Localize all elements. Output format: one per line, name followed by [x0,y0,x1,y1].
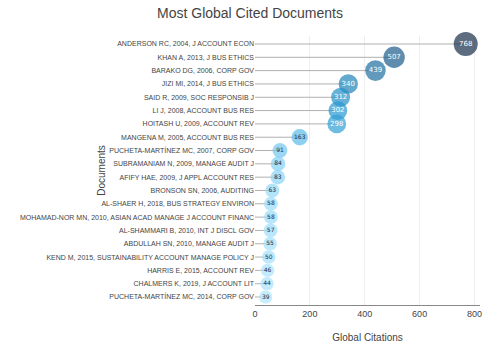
svg-text:63: 63 [268,186,276,193]
svg-text:AL-SHAMMARI B, 2010, INT J DIS: AL-SHAMMARI B, 2010, INT J DISCL GOV [119,227,254,234]
svg-text:91: 91 [276,146,284,153]
svg-text:58: 58 [267,199,275,206]
svg-text:600: 600 [412,309,427,319]
svg-text:44: 44 [263,279,271,286]
svg-text:439: 439 [369,66,382,74]
svg-text:58: 58 [267,213,275,220]
svg-text:AFIFY HAE, 2009, J APPL ACCOUN: AFIFY HAE, 2009, J APPL ACCOUNT RES [120,174,255,181]
svg-text:Most Global Cited Documents: Most Global Cited Documents [157,5,343,21]
svg-text:298: 298 [330,120,343,128]
svg-text:ANDERSON RC, 2004, J ACCOUNT E: ANDERSON RC, 2004, J ACCOUNT ECON [117,40,254,47]
svg-text:BARAKO DG, 2006, CORP GOV: BARAKO DG, 2006, CORP GOV [151,67,254,74]
svg-text:PUCHETA-MARTÍNEZ MC, 2007, COR: PUCHETA-MARTÍNEZ MC, 2007, CORP GOV [109,146,254,154]
svg-text:CHALMERS K, 2019, J ACCOUNT LI: CHALMERS K, 2019, J ACCOUNT LIT [134,280,255,287]
svg-text:83: 83 [274,173,282,180]
svg-text:AL-SHAER H, 2018, BUS STRATEGY: AL-SHAER H, 2018, BUS STRATEGY ENVIRON [101,200,254,207]
svg-text:HARRIS E, 2015, ACCOUNT REV: HARRIS E, 2015, ACCOUNT REV [147,267,254,274]
svg-text:57: 57 [267,226,275,233]
svg-text:Global Citations: Global Citations [332,332,403,343]
svg-text:39: 39 [262,293,270,300]
svg-text:55: 55 [266,239,274,246]
svg-text:BRONSON SN, 2006, AUDITING: BRONSON SN, 2006, AUDITING [151,187,254,194]
svg-text:340: 340 [342,80,355,88]
svg-text:312: 312 [334,93,347,101]
svg-text:PUCHETA-MARTÍNEZ MC, 2014, COR: PUCHETA-MARTÍNEZ MC, 2014, CORP GOV [109,292,254,300]
svg-text:MOHAMAD-NOR MN, 2010, ASIAN AC: MOHAMAD-NOR MN, 2010, ASIAN ACAD MANAGE … [20,214,254,221]
svg-text:163: 163 [294,133,306,140]
svg-text:LI J, 2008, ACCOUNT BUS RES: LI J, 2008, ACCOUNT BUS RES [153,107,255,114]
svg-text:ABDULLAH SN, 2010, MANAGE AUDI: ABDULLAH SN, 2010, MANAGE AUDIT J [124,240,254,247]
svg-text:SAID R, 2009, SOC RESPONSIB J: SAID R, 2009, SOC RESPONSIB J [144,94,254,101]
svg-text:507: 507 [387,53,400,61]
svg-text:KHAN A, 2013, J BUS ETHICS: KHAN A, 2013, J BUS ETHICS [158,54,255,61]
svg-text:JIZI MI, 2014, J BUS ETHICS: JIZI MI, 2014, J BUS ETHICS [162,80,255,87]
svg-text:46: 46 [264,266,272,273]
svg-text:HOITASH U, 2009, ACCOUNT REV: HOITASH U, 2009, ACCOUNT REV [143,120,255,127]
svg-text:0: 0 [252,309,257,319]
svg-text:SUBRAMANIAM N, 2009, MANAGE AU: SUBRAMANIAM N, 2009, MANAGE AUDIT J [113,160,254,167]
svg-text:Documents: Documents [96,145,107,196]
svg-text:800: 800 [467,309,482,319]
svg-text:200: 200 [302,309,317,319]
svg-text:768: 768 [459,40,472,48]
svg-text:KEND M, 2015, SUSTAINABILITY A: KEND M, 2015, SUSTAINABILITY ACCOUNT MAN… [46,254,254,261]
svg-text:50: 50 [265,253,273,260]
svg-text:84: 84 [274,159,282,166]
svg-text:MANGENA M, 2005, ACCOUNT BUS R: MANGENA M, 2005, ACCOUNT BUS RES [121,134,254,141]
svg-text:400: 400 [357,309,372,319]
svg-text:302: 302 [331,106,344,114]
